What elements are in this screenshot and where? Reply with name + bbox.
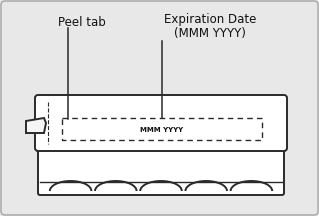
Text: Expiration Date: Expiration Date [164,13,256,27]
Bar [62,118,262,140]
Text: (MMM YYYY): (MMM YYYY) [174,27,246,40]
Text: MMM YYYY: MMM YYYY [140,127,183,133]
FancyBboxPatch shape [35,95,287,151]
FancyBboxPatch shape [38,142,284,195]
Polygon shape [26,118,46,133]
Text: Peel tab: Peel tab [58,16,106,29]
